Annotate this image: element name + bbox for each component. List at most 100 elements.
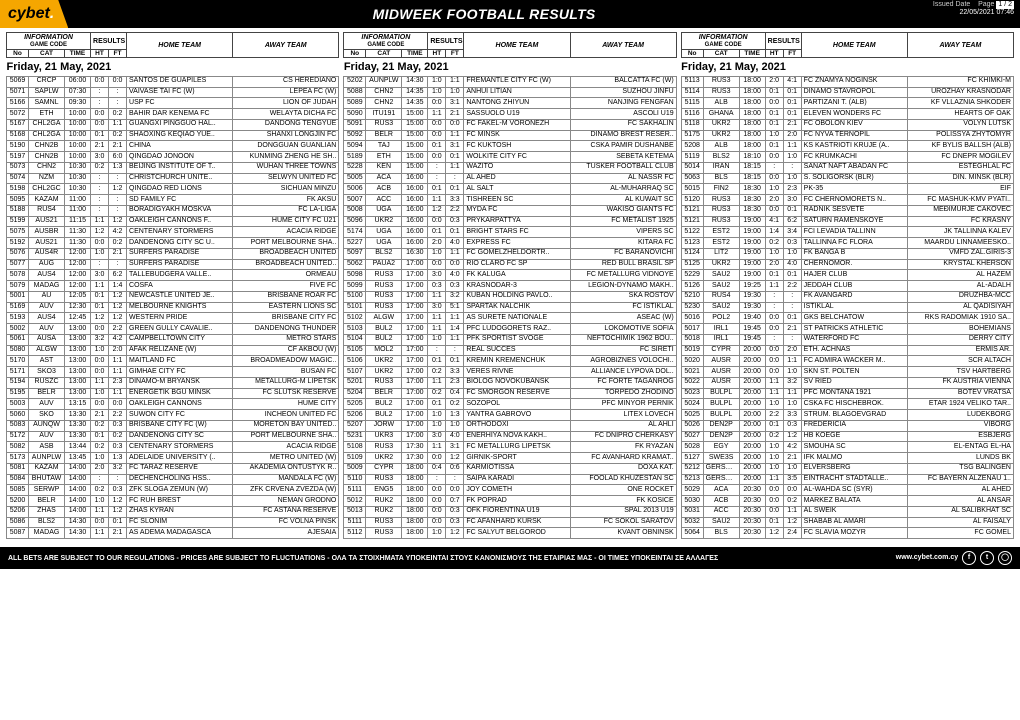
cell-home: TALLEBUDGERA VALLE.. [127,270,233,281]
cell-away: BOTEV VRATSA [907,388,1013,399]
cell-home: FC CHERNOMORETS N.. [801,195,907,206]
cell-code: AUV [29,399,65,410]
cell-code: SAPLW [29,87,65,98]
cell-code: 5120 [681,195,703,206]
cell-code: ITU191 [366,109,402,120]
cell-home: FREDERICIA [801,420,907,431]
table-row: 5083AUNQW13:300:20:3BRISBANE CITY FC (W)… [7,420,339,431]
table-row: 5175UKR218:001:02:0FC NYVA TERNOPILPOLIS… [681,130,1013,141]
cell-code: BUL2 [366,410,402,421]
cell-code: ACA [366,173,402,184]
cell-code: 15:00 [402,141,428,152]
cell-code: 5089 [344,98,366,109]
table-row: 5099RUS317:000:30:3KRASNODAR-3LEGION-DYN… [344,281,676,292]
cell-away: MAARDU LINNAMEESKO.. [907,238,1013,249]
cell-code: 2:0 [765,259,783,270]
cell-code: 5007 [344,195,366,206]
cell-code: ACC [366,195,402,206]
cell-code: 5173 [7,453,29,464]
cell-code: 13:45 [65,453,91,464]
cell-code: 07:30 [65,87,91,98]
cell-code: ACC [703,506,739,517]
cell-code: 0:1 [91,130,109,141]
cell-code: 0:3 [109,442,127,453]
cell-code: 1:2 [109,496,127,507]
cell-code: 0:2 [91,485,109,496]
cell-code: CHN2 [366,98,402,109]
cell-code: RUS3 [366,528,402,539]
cell-code: 14:30 [65,528,91,539]
cell-away: ACACIA RIDGE [233,442,339,453]
cell-code: 2:2 [765,410,783,421]
cell-code: 1:2 [109,184,127,195]
table-row: 5127SWE3S20:001:02:1IFK MALMOLUNDS BK [681,453,1013,464]
cell-code: 20:00 [739,420,765,431]
cell-code: 1:0 [783,367,801,378]
cell-code: 0:1 [91,302,109,313]
cell-code: 0:1 [91,291,109,302]
cell-code: KEN [366,162,402,173]
cell-code: 4:2 [783,442,801,453]
cell-away: AGROBIZNES VOLOCHI.. [570,356,676,367]
cell-code: 5003 [7,399,29,410]
cell-code: ALGW [366,313,402,324]
cell-code: 5031 [681,506,703,517]
cell-code: 1:0 [783,248,801,259]
cell-home: RIO CLARO FC SP [464,259,570,270]
cell-code: 12:00 [65,248,91,259]
cell-away: FK KOSICE [570,496,676,507]
cell-home: FC ADMIRA WACKER M.. [801,356,907,367]
cell-code: 5009 [344,463,366,474]
cell-code: 16:00 [402,184,428,195]
cell-code: 0:0 [765,356,783,367]
cell-away: NANJING FENGFAN [570,98,676,109]
results-table: INFORMATIONGAME CODERESULTSHOME TEAMAWAY… [681,32,1014,539]
table-row: 5005ACA16:00::AL AHEDAL NASSR FC [344,173,676,184]
cell-code: 0:0 [91,356,109,367]
cell-away: VOLYN LUTSK [907,119,1013,130]
cell-code: RUS3 [366,517,402,528]
cell-away: KVANT OBNINSK [570,528,676,539]
table-row: 5014IRAN18:15::SANAT NAFT ABADAN FCESTEG… [681,162,1013,173]
table-row: 5031ACC20:300:01:1AL SWEIKAL SALIBKHAT S… [681,506,1013,517]
cell-code: 2:4 [783,528,801,539]
cell-code: 5110 [344,474,366,485]
cell-home: DECHENCHOLING HSS.. [127,474,233,485]
table-row: 5166SAMNL09:30::USP FCLION OF JUDAH [7,98,339,109]
table-row: 5027DEN2P20:000:21:2HB KOEGEESBJERG [681,431,1013,442]
table-row: 5114RUS318:000:10:1DINAMO STAVROPOLUROZH… [681,87,1013,98]
cell-code: 17:00 [402,345,428,356]
cell-code: 0:1 [783,313,801,324]
cell-code: 0:1 [783,270,801,281]
cell-code: 10:00 [65,141,91,152]
cell-code: SKO [29,410,65,421]
cell-home: FC MINSK [464,130,570,141]
table-row: 5097BLS216:301:01:1FC GOMELZHELDORTR..FC… [344,248,676,259]
cell-code: 5169 [7,302,29,313]
cell-code: RUS3 [366,291,402,302]
cell-code: 5114 [681,87,703,98]
cell-home: FC AFANHARD KURSK [464,517,570,528]
cell-code: 4:2 [109,334,127,345]
cell-away: FC LA-LIGA [233,205,339,216]
cell-away: CS HEREDIANO [233,76,339,87]
cell-home: BIOLOG NOVOKUBANSK [464,377,570,388]
instagram-icon: ◯ [998,551,1012,565]
table-row: 5213GERSWR20:001:13:5EINTRACHT STADTALLE… [681,474,1013,485]
cell-code: 1:1 [783,388,801,399]
cell-code: 1:1 [109,119,127,130]
cell-code: 5107 [344,367,366,378]
table-row: 5231UKR317:003:04:0ENERHIYA NOVA KAKH..F… [344,431,676,442]
cell-code: 13:00 [65,324,91,335]
cell-away: LUNDS BK [907,453,1013,464]
cell-code: RUK2 [366,506,402,517]
cell-away: ACACIA RIDGE [233,227,339,238]
cell-away: FK RYAZAN [570,442,676,453]
cell-away: ESTEGHLAL FC [907,162,1013,173]
cell-code: 1:1 [428,324,446,335]
cell-code: AUNQW [29,420,65,431]
cell-code: 1:0 [446,87,464,98]
table-row: 5197CHN2B10:003:06:0QINGDAO JONOONKUNMIN… [7,152,339,163]
cell-code: 18:00 [402,506,428,517]
cell-home: ISTIKLAL [801,302,907,313]
